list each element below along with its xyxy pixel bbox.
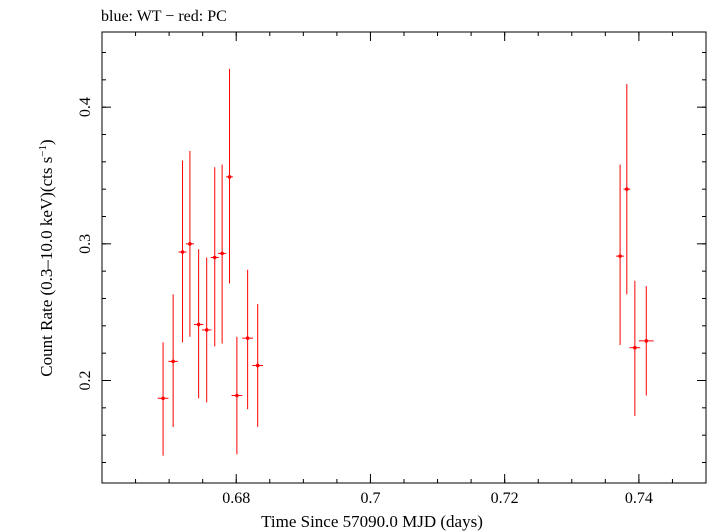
y-tick-label: 0.3: [77, 234, 94, 254]
x-axis-tick-labels: 0.68 0.7 0.72 0.74: [222, 490, 653, 507]
point-marker: [171, 359, 175, 364]
point-marker: [220, 251, 224, 256]
point-marker: [188, 242, 192, 246]
data-point: [226, 68, 233, 284]
y-axis-ticks: [102, 52, 706, 463]
data-point: [193, 249, 204, 399]
data-point: [616, 164, 625, 345]
point-marker: [212, 255, 217, 260]
data-point: [178, 160, 187, 343]
data-point: [242, 269, 253, 410]
data-point: [623, 83, 631, 295]
point-marker: [633, 345, 637, 350]
point-marker: [196, 322, 201, 327]
data-point: [210, 167, 219, 347]
data-point: [638, 286, 654, 396]
data-point: [185, 150, 194, 337]
data-point: [201, 257, 212, 403]
data-point: [629, 280, 641, 417]
point-marker: [161, 396, 165, 401]
point-marker: [644, 339, 649, 343]
plot-frame: [101, 31, 707, 484]
chart-title: blue: WT − red: PC: [101, 8, 227, 25]
x-tick-label: 0.68: [222, 490, 250, 507]
x-axis-label: Time Since 57090.0 MJD (days): [261, 512, 483, 531]
y-axis-tick-labels: 0.2 0.3 0.4: [77, 97, 94, 390]
y-axis-label-close: ): [37, 139, 56, 145]
data-point: [157, 342, 169, 456]
y-tick-label: 0.4: [77, 97, 94, 117]
x-tick-label: 0.7: [360, 490, 380, 507]
point-marker: [204, 328, 209, 332]
data-point: [252, 303, 264, 427]
point-marker: [245, 336, 250, 340]
x-tick-label: 0.72: [491, 490, 519, 507]
point-marker: [255, 363, 260, 368]
point-marker: [618, 254, 622, 258]
y-tick-label: 0.2: [77, 371, 94, 391]
y-axis-label-main: Count Rate (0.3–10.0 keV)(cts s: [37, 157, 56, 377]
point-marker: [235, 393, 239, 398]
data-point: [168, 294, 178, 427]
point-marker: [227, 175, 232, 179]
y-axis-label-superscript: −1: [37, 145, 49, 157]
y-axis-label: Count Rate (0.3–10.0 keV)(cts s−1): [37, 139, 56, 376]
x-axis-ticks: [135, 32, 673, 483]
data-series-pc: [157, 68, 654, 456]
data-point: [218, 164, 227, 344]
data-point: [231, 336, 243, 455]
x-tick-label: 0.74: [625, 490, 653, 507]
point-marker: [625, 187, 629, 191]
point-marker: [180, 250, 185, 254]
